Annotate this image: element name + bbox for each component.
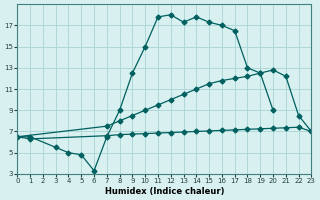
X-axis label: Humidex (Indice chaleur): Humidex (Indice chaleur)	[105, 187, 224, 196]
